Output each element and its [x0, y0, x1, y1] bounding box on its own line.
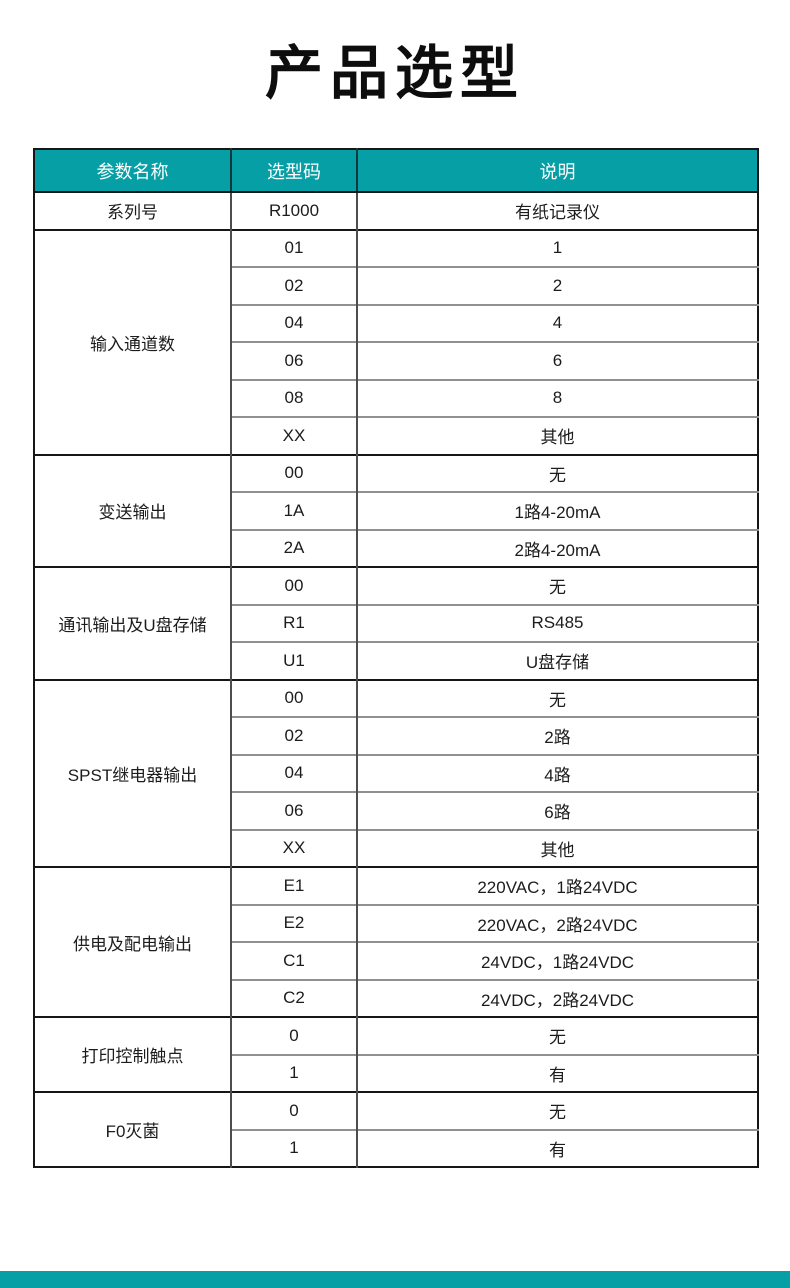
parameter-name-cell: 打印控制触点	[34, 1016, 231, 1092]
description-cell: 其他	[356, 416, 758, 455]
description-cell: 220VAC，2路24VDC	[356, 903, 758, 942]
table-row: F0灭菌 0 无	[34, 1091, 758, 1167]
parameter-name-cell: 通讯输出及U盘存储	[34, 566, 231, 680]
code-cell: 02	[230, 716, 357, 755]
code-cell: C1	[230, 941, 357, 980]
table-row: 打印控制触点 0 无	[34, 1016, 758, 1092]
code-cell: 0	[230, 1091, 357, 1130]
description-cell: 4	[356, 303, 758, 342]
table-row: 06 6路	[34, 791, 758, 830]
table-row: 变送输出 00 无	[34, 453, 758, 567]
parameter-name-cell: SPST继电器输出	[34, 678, 231, 867]
title-section: 产品选型	[0, 0, 790, 148]
parameter-name-cell: 系列号	[34, 191, 231, 230]
description-cell: 无	[356, 453, 758, 492]
parameter-name-cell: 变送输出	[34, 453, 231, 567]
table-header: 参数名称 选型码 说明	[34, 149, 758, 193]
code-cell: C2	[230, 978, 357, 1017]
table-row: C1 24VDC，1路24VDC	[34, 941, 758, 980]
code-cell: 00	[230, 566, 357, 605]
description-cell: 6路	[356, 791, 758, 830]
description-cell: 有纸记录仪	[356, 191, 758, 230]
code-cell: 1	[230, 1053, 357, 1092]
table-row: 系列号 R1000 有纸记录仪	[34, 191, 758, 230]
code-cell: 1	[230, 1128, 357, 1167]
code-cell: 0	[230, 1016, 357, 1055]
description-cell: 无	[356, 1091, 758, 1130]
description-cell: 无	[356, 1016, 758, 1055]
parameter-name-cell: 输入通道数	[34, 228, 231, 455]
table-row: 04 4路	[34, 753, 758, 792]
table-row: 06 6	[34, 341, 758, 380]
table-row: C2 24VDC，2路24VDC	[34, 978, 758, 1017]
code-cell: 06	[230, 341, 357, 380]
code-cell: 04	[230, 303, 357, 342]
description-cell: 2	[356, 266, 758, 305]
code-cell: R1	[230, 603, 357, 642]
parameter-name-cell: F0灭菌	[34, 1091, 231, 1167]
code-cell: 2A	[230, 528, 357, 567]
header-row: 参数名称 选型码 说明	[34, 149, 758, 193]
table-row: 2A 2路4-20mA	[34, 528, 758, 567]
code-cell: XX	[230, 416, 357, 455]
description-cell: 2路	[356, 716, 758, 755]
code-cell: XX	[230, 828, 357, 867]
description-cell: 6	[356, 341, 758, 380]
page-title: 产品选型	[264, 41, 525, 106]
column-header-code: 选型码	[230, 149, 357, 193]
code-cell: 00	[230, 453, 357, 492]
description-cell: 无	[356, 678, 758, 717]
description-cell: 220VAC，1路24VDC	[356, 866, 758, 905]
code-cell: 00	[230, 678, 357, 717]
description-cell: 8	[356, 378, 758, 417]
code-cell: 08	[230, 378, 357, 417]
code-cell: 02	[230, 266, 357, 305]
description-cell: 24VDC，2路24VDC	[356, 978, 758, 1017]
table-row: 输入通道数 01 1	[34, 228, 758, 455]
description-cell: RS485	[356, 603, 758, 642]
description-cell: 无	[356, 566, 758, 605]
code-cell: 06	[230, 791, 357, 830]
code-cell: R1000	[230, 191, 357, 230]
table-row: 1A 1路4-20mA	[34, 491, 758, 530]
table-row: U1 U盘存储	[34, 641, 758, 680]
code-cell: 04	[230, 753, 357, 792]
description-cell: 有	[356, 1053, 758, 1092]
description-cell: U盘存储	[356, 641, 758, 680]
table-row: 02 2	[34, 266, 758, 305]
code-cell: E2	[230, 903, 357, 942]
table-row: E2 220VAC，2路24VDC	[34, 903, 758, 942]
column-header-description: 说明	[356, 149, 758, 193]
description-cell: 其他	[356, 828, 758, 867]
description-cell: 1路4-20mA	[356, 491, 758, 530]
table-row: XX 其他	[34, 828, 758, 867]
code-cell: 01	[230, 228, 357, 267]
table-row: XX 其他	[34, 416, 758, 455]
table-row: 供电及配电输出 E1 220VAC，1路24VDC	[34, 866, 758, 1017]
code-cell: 1A	[230, 491, 357, 530]
code-cell: E1	[230, 866, 357, 905]
description-cell: 1	[356, 228, 758, 267]
table-row: SPST继电器输出 00 无	[34, 678, 758, 867]
table-row: R1 RS485	[34, 603, 758, 642]
description-cell: 24VDC，1路24VDC	[356, 941, 758, 980]
description-cell: 4路	[356, 753, 758, 792]
parameter-name-cell: 供电及配电输出	[34, 866, 231, 1017]
code-cell: U1	[230, 641, 357, 680]
table-row: 08 8	[34, 378, 758, 417]
column-header-parameter: 参数名称	[34, 149, 231, 193]
description-cell: 有	[356, 1128, 758, 1167]
table-row: 通讯输出及U盘存储 00 无	[34, 566, 758, 680]
product-selection-table: 参数名称 选型码 说明 系列号 R1000 有纸记录仪 输入通道数 01 1 02 2 04 4 0…	[33, 148, 759, 1168]
table-row: 04 4	[34, 303, 758, 342]
bottom-accent-bar	[0, 1271, 790, 1288]
table-row: 02 2路	[34, 716, 758, 755]
description-cell: 2路4-20mA	[356, 528, 758, 567]
table-body: 系列号 R1000 有纸记录仪 输入通道数 01 1 02 2 04 4 06 6 08 8 XX 其他 变送输…	[34, 191, 758, 1167]
